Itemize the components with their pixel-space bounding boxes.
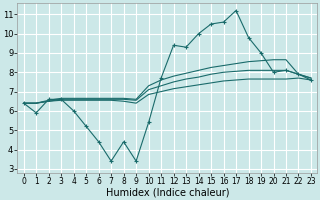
X-axis label: Humidex (Indice chaleur): Humidex (Indice chaleur) xyxy=(106,187,229,197)
